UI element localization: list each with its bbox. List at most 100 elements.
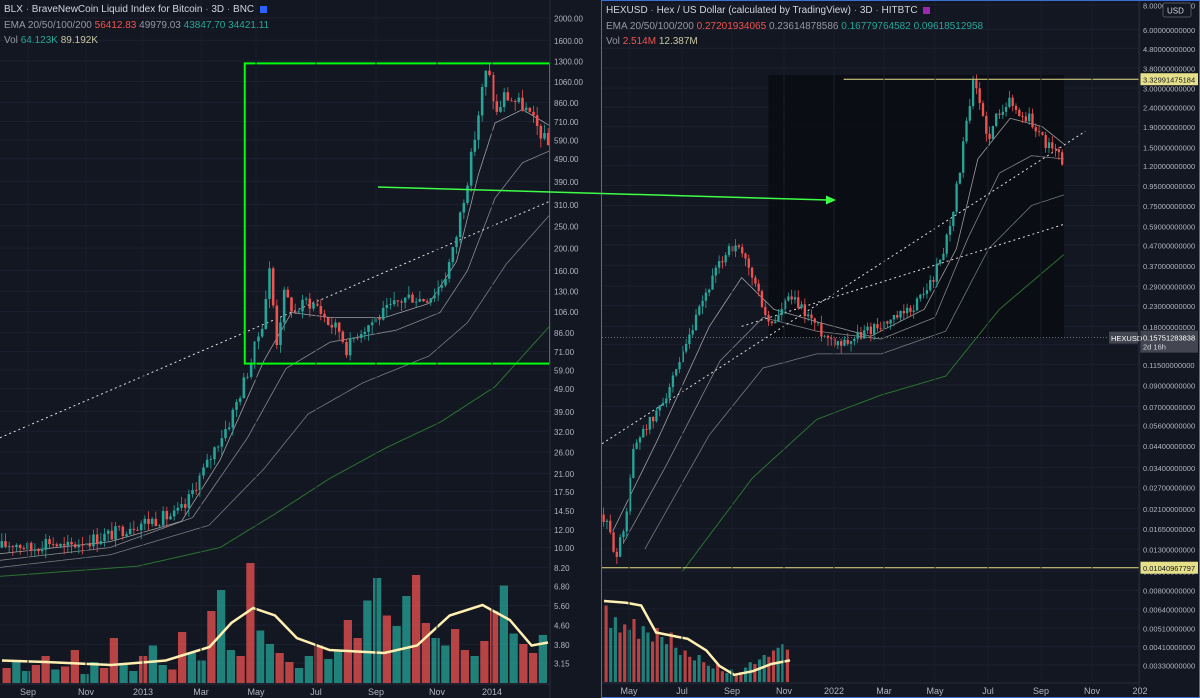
- y-tick-label: 0.00510000000: [1143, 625, 1195, 634]
- candle: [216, 446, 220, 448]
- candle: [767, 314, 770, 322]
- candle: [727, 246, 731, 256]
- candle: [121, 526, 125, 537]
- candle: [1057, 149, 1061, 153]
- y-tick-label: 3.00000000000: [1143, 85, 1195, 94]
- y-tick-label: 71.00: [554, 348, 575, 357]
- volume-bar: [421, 623, 430, 683]
- volume-bar: [529, 653, 538, 683]
- candle: [1004, 106, 1008, 112]
- candle: [326, 317, 330, 325]
- y-tick-label: 32.00: [554, 428, 575, 437]
- candle: [312, 303, 315, 309]
- candle: [645, 428, 648, 430]
- y-tick-label: 0.07000000000: [1143, 403, 1195, 412]
- candle: [810, 314, 813, 319]
- candle: [385, 304, 389, 308]
- candle: [260, 328, 264, 337]
- candle: [535, 115, 539, 126]
- candle: [717, 261, 721, 268]
- candle: [444, 278, 447, 286]
- y-tick-label: 1.20000000000: [1143, 162, 1195, 171]
- y-tick-label: 1.50000000000: [1143, 143, 1195, 152]
- candle: [51, 544, 55, 545]
- candle: [797, 297, 800, 308]
- y-tick-label: 160.00: [554, 267, 579, 276]
- candle: [678, 362, 681, 370]
- candle: [694, 314, 698, 331]
- candle: [962, 141, 965, 173]
- y-tick-label: 0.00640000000: [1143, 605, 1195, 614]
- volume-bar: [744, 667, 748, 682]
- candle: [99, 541, 103, 545]
- volume-bar: [61, 666, 70, 683]
- candle: [807, 314, 810, 317]
- candle: [793, 297, 797, 300]
- candle: [635, 442, 638, 449]
- candle: [615, 551, 618, 557]
- candle: [886, 321, 889, 324]
- candle: [618, 537, 622, 557]
- candle: [714, 267, 717, 276]
- candle: [356, 337, 359, 339]
- x-tick-label: May: [620, 686, 638, 696]
- volume-bar: [706, 665, 710, 682]
- candle: [995, 113, 998, 126]
- candle: [820, 322, 823, 337]
- candle: [905, 307, 909, 314]
- volume-bar: [470, 656, 479, 683]
- x-tick-label: Jul: [310, 687, 322, 697]
- candle: [688, 334, 691, 345]
- candle: [671, 375, 675, 388]
- volume-bar: [41, 656, 50, 683]
- symbol-tag-bg: [1109, 331, 1138, 344]
- candle: [150, 518, 154, 524]
- candle: [308, 298, 312, 309]
- candle: [147, 518, 150, 524]
- candle: [1034, 127, 1037, 132]
- price-scale: [550, 0, 598, 698]
- y-tick-label: 0.02700000000: [1143, 483, 1195, 492]
- candle: [330, 324, 334, 328]
- last-price-badge: 0.15751283838: [1143, 334, 1195, 343]
- candle: [843, 339, 846, 346]
- candle: [458, 212, 462, 238]
- candle: [323, 313, 326, 318]
- candle: [1001, 111, 1004, 115]
- candle: [363, 331, 367, 335]
- chart-right-canvas[interactable]: 8.000000000006.000000000004.800000000003…: [602, 1, 1199, 697]
- chart-left-canvas[interactable]: 2000.00 1600.00 1300.00 1060.00 860.00 710.00…: [0, 0, 598, 698]
- chart-right[interactable]: 8.000000000006.000000000004.800000000003…: [601, 0, 1200, 698]
- shaded-region: [768, 75, 1064, 338]
- candle: [403, 297, 407, 303]
- y-tick-label: 0.05600000000: [1143, 422, 1195, 431]
- right-legend-vol: Vol 2.514M 12.387M: [606, 36, 698, 48]
- candle: [352, 337, 356, 339]
- candle: [958, 172, 962, 184]
- volume-bar: [373, 578, 382, 683]
- candle: [169, 516, 172, 520]
- candle: [747, 258, 750, 268]
- ema-line-0: [612, 117, 1065, 532]
- volume-bar: [70, 650, 79, 683]
- volume-bar: [158, 665, 167, 683]
- candle: [754, 277, 757, 284]
- left-ema-label: EMA 20/50/100/200: [4, 20, 92, 31]
- candle: [480, 86, 484, 116]
- candle: [407, 294, 411, 298]
- volume-bar: [613, 617, 617, 682]
- candle: [418, 298, 422, 302]
- volume-bar: [314, 645, 323, 683]
- volume-bar: [655, 628, 659, 682]
- candle: [896, 315, 899, 318]
- last-price-badge-bg: [1140, 330, 1198, 353]
- chart-left[interactable]: 2000.00 1600.00 1300.00 1060.00 860.00 710.00…: [0, 0, 598, 698]
- candle: [48, 539, 51, 545]
- candle: [491, 74, 495, 102]
- candle: [447, 262, 451, 279]
- candle: [180, 504, 183, 508]
- candle: [161, 511, 165, 526]
- candle: [889, 319, 892, 324]
- candle: [433, 295, 436, 299]
- candle: [220, 438, 224, 447]
